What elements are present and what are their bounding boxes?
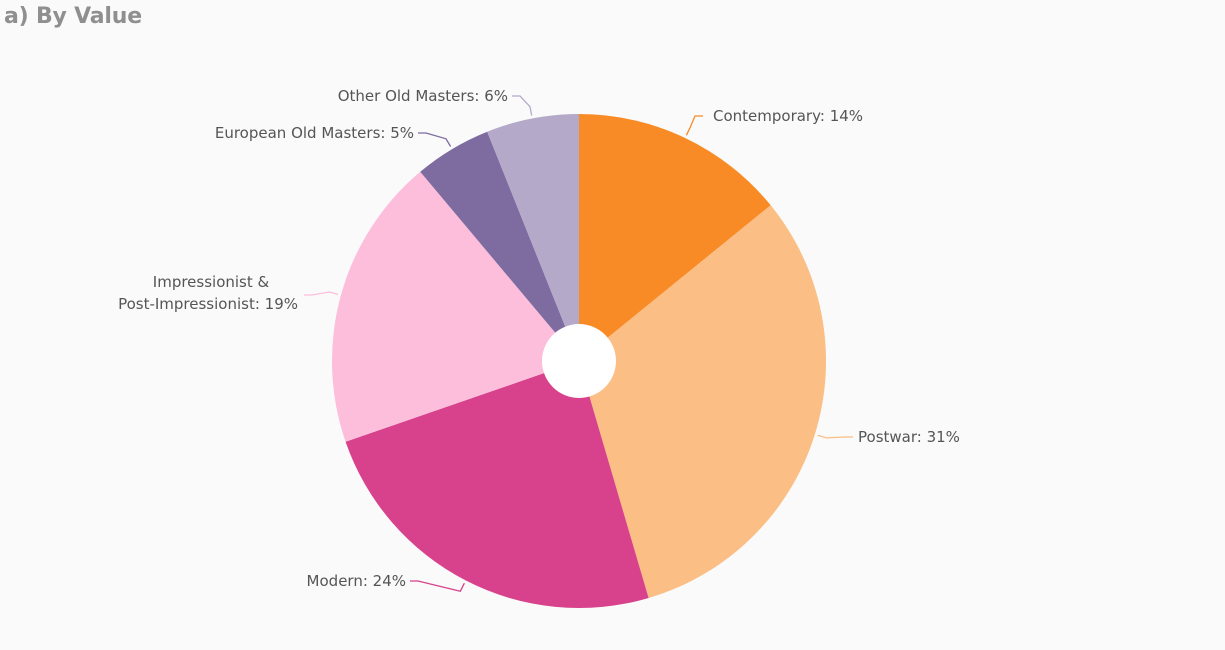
leader-line [418,132,452,147]
leader-line [410,580,465,592]
pie-slice-other-old-masters [487,114,579,361]
slice-label: European Old Masters: 5% [215,124,414,142]
slice-label: Contemporary: 14% [713,107,863,125]
slice-label: Postwar: 31% [858,428,960,446]
pie-slice-contemporary [579,114,771,361]
slice-label: Impressionist & Post-Impressionist: 19% [118,273,298,313]
leader-line [304,291,339,296]
leader-line [512,95,533,116]
pie-slice-european-old-masters [420,131,579,361]
pie-slice-modern [345,361,649,608]
slice-label: Modern: 24% [307,572,406,590]
chart-title: a) By Value [4,4,142,29]
donut-hole [542,324,616,398]
slice-label: Other Old Masters: 6% [338,87,508,105]
leader-line [685,115,703,136]
leader-line [817,434,853,439]
pie-slice-postwar [579,205,827,598]
pie-slice-impressionist-post-impressionist [331,171,579,442]
